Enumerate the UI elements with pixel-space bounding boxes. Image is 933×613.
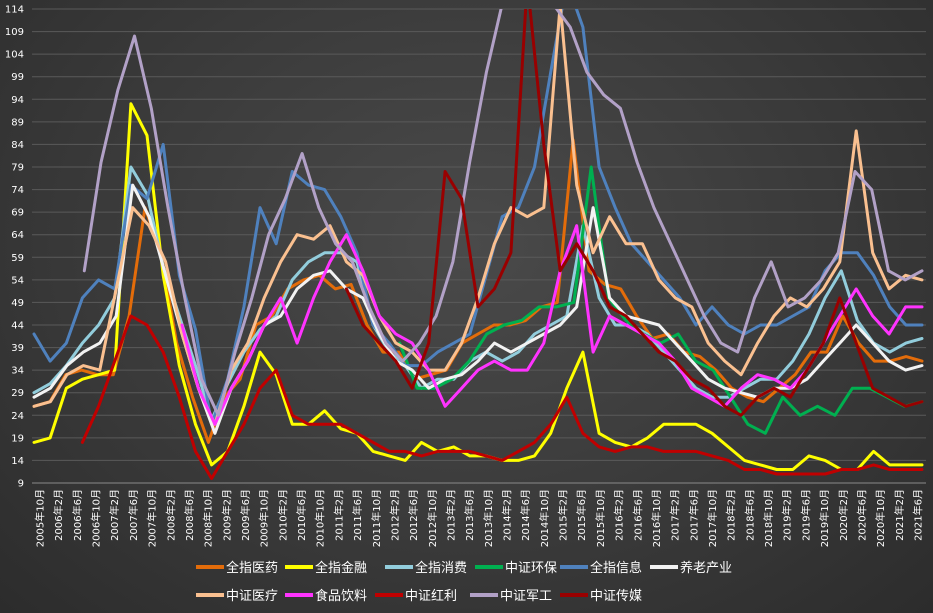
x-tick-label: 2013年6月: [463, 489, 476, 541]
x-tick-label: 2020年10月: [874, 489, 887, 547]
legend-label: 全指消费: [415, 560, 467, 576]
x-tick-label: 2013年2月: [444, 489, 457, 541]
y-tick-label: 34: [11, 366, 24, 377]
x-tick-label: 2012年10月: [426, 489, 439, 547]
x-tick-label: 2015年10月: [594, 489, 607, 547]
y-tick-label: 109: [5, 27, 24, 38]
x-tick-label: 2011年10月: [370, 489, 383, 547]
y-tick-label: 39: [11, 343, 24, 354]
y-tick-label: 89: [11, 117, 24, 128]
x-tick-label: 2010年6月: [295, 489, 308, 541]
y-tick-label: 54: [11, 275, 24, 286]
series-line: [344, 9, 924, 417]
y-tick-label: 44: [11, 321, 24, 332]
x-tick-label: 2007年2月: [108, 489, 121, 541]
y-tick-label: 79: [11, 163, 24, 174]
x-tick-label: 2012年2月: [388, 489, 401, 541]
x-tick-label: 2017年6月: [687, 489, 700, 541]
x-tick-label: 2005年10月: [34, 489, 47, 547]
x-tick-label: 2021年6月: [912, 489, 925, 541]
series-line: [32, 138, 924, 444]
x-tick-label: 2017年2月: [669, 489, 682, 541]
x-tick-label: 2015年2月: [557, 489, 570, 541]
legend-label: 全指医药: [226, 560, 278, 576]
x-tick-label: 2008年10月: [202, 489, 215, 547]
y-tick-label: 14: [11, 456, 24, 467]
x-tick-label: 2019年2月: [781, 489, 794, 541]
x-tick-label: 2017年10月: [706, 489, 719, 547]
x-tick-label: 2006年10月: [90, 489, 103, 547]
x-tick-label: 2018年2月: [725, 489, 738, 541]
gridlines: [32, 8, 926, 484]
x-tick-label: 2014年2月: [501, 489, 514, 541]
x-tick-label: 2009年10月: [258, 489, 271, 547]
y-tick-label: 19: [11, 433, 24, 444]
y-tick-label: 104: [5, 50, 24, 61]
x-tick-label: 2008年2月: [164, 489, 177, 541]
y-axis-ticks: 9 14 19 24 29 34 39 44 49 54 59 64 69 74 79 84 89 94 99 104…: [5, 5, 24, 490]
legend-label: 食品饮料: [315, 588, 367, 604]
x-tick-label: 2009年6月: [239, 489, 252, 541]
x-tick-label: 2018年10月: [762, 489, 775, 547]
x-tick-label: 2016年2月: [613, 489, 626, 541]
x-tick-label: 2014年10月: [538, 489, 551, 547]
y-tick-label: 59: [11, 253, 24, 264]
x-tick-label: 2014年6月: [519, 489, 532, 541]
series-line: [32, 102, 924, 471]
y-tick-label: 24: [11, 411, 24, 422]
y-tick-label: 29: [11, 388, 24, 399]
y-tick-label: 9: [18, 479, 24, 490]
x-tick-label: 2016年6月: [631, 489, 644, 541]
series-lines: [32, 9, 924, 480]
x-tick-label: 2010年10月: [314, 489, 327, 547]
x-tick-label: 2008年6月: [183, 489, 196, 541]
x-tick-label: 2016年10月: [650, 489, 663, 547]
x-tick-label: 2013年10月: [482, 489, 495, 547]
x-axis-ticks: 2005年10月 2006年2月 2006年6月 2006年10月 2007年2月 200…: [34, 489, 925, 547]
legend-label: 中证传媒: [590, 589, 642, 604]
y-tick-label: 99: [11, 72, 24, 83]
y-tick-label: 94: [11, 95, 24, 106]
x-tick-label: 2019年10月: [818, 489, 831, 547]
legend-label: 中证红利: [405, 588, 457, 604]
series-line: [80, 314, 924, 480]
x-tick-label: 2012年6月: [407, 489, 420, 541]
legend-label: 全指金融: [315, 560, 367, 576]
x-tick-label: 2010年2月: [276, 489, 289, 541]
x-tick-label: 2020年6月: [855, 489, 868, 541]
series-line: [180, 224, 924, 426]
x-tick-label: 2009年2月: [220, 489, 233, 541]
x-tick-label: 2011年2月: [332, 489, 345, 541]
legend-label: 中证军工: [500, 589, 552, 604]
x-tick-label: 2007年6月: [127, 489, 140, 541]
x-tick-label: 2015年6月: [575, 489, 588, 541]
x-tick-label: 2019年6月: [799, 489, 812, 541]
y-tick-label: 64: [11, 230, 24, 241]
y-tick-label: 69: [11, 208, 24, 219]
y-tick-label: 74: [11, 185, 24, 196]
x-tick-label: 2021年2月: [893, 489, 906, 541]
x-tick-label: 2007年10月: [146, 489, 159, 547]
x-tick-label: 2006年6月: [71, 489, 84, 541]
series-line: [82, 9, 924, 417]
legend-label: 养老产业: [680, 560, 732, 576]
x-tick-label: 2006年2月: [52, 489, 65, 541]
y-tick-label: 114: [5, 5, 24, 16]
y-tick-label: 84: [11, 140, 24, 151]
legend-label: 中证医疗: [226, 589, 278, 604]
legend-label: 全指信息: [590, 560, 642, 576]
x-tick-label: 2018年6月: [743, 489, 756, 541]
legend-label: 中证环保: [505, 561, 557, 576]
x-tick-label: 2011年6月: [351, 489, 364, 541]
y-tick-label: 49: [11, 298, 24, 309]
x-tick-label: 2020年2月: [837, 489, 850, 541]
